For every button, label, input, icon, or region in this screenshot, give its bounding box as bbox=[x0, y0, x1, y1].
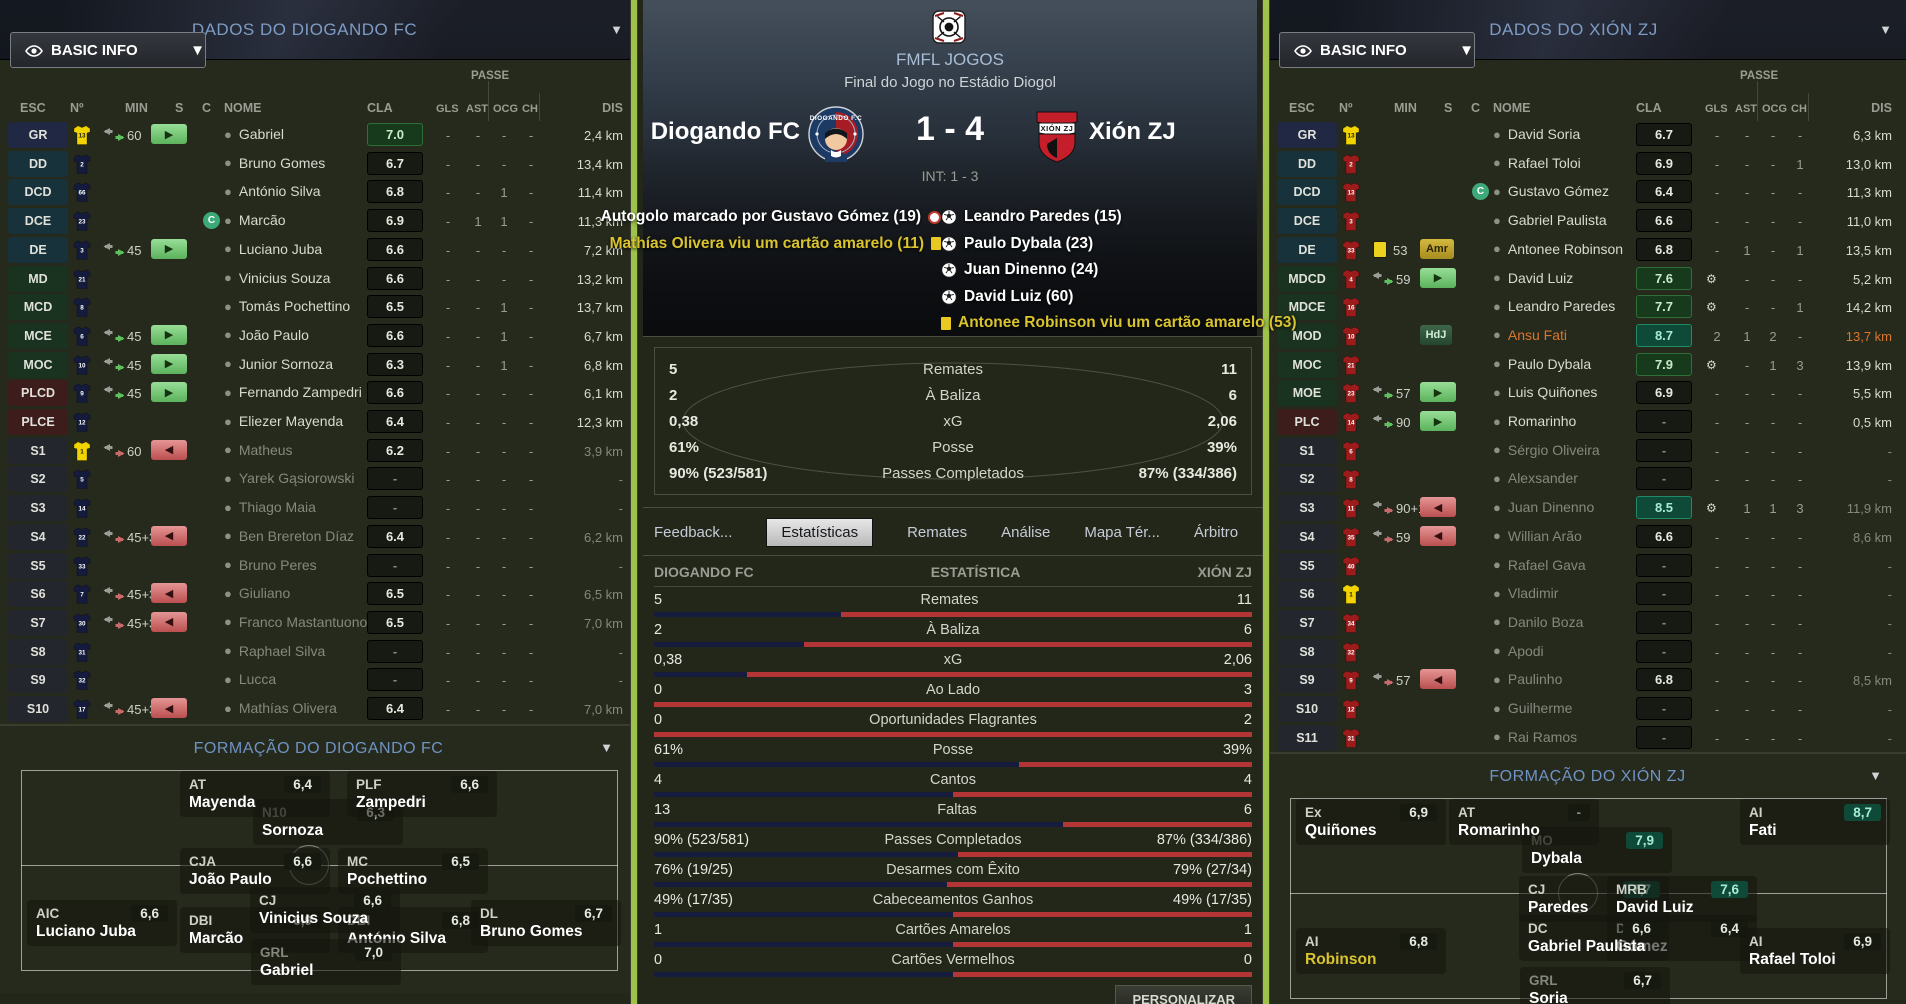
svg-text:5: 5 bbox=[80, 477, 84, 484]
svg-text:10: 10 bbox=[1347, 333, 1355, 340]
svg-text:17: 17 bbox=[78, 707, 86, 714]
svg-text:14: 14 bbox=[78, 506, 86, 513]
svg-text:4: 4 bbox=[1349, 276, 1353, 283]
svg-text:12: 12 bbox=[1347, 707, 1355, 714]
svg-text:6: 6 bbox=[1349, 448, 1353, 455]
svg-text:31: 31 bbox=[1347, 735, 1355, 742]
svg-text:3: 3 bbox=[1349, 219, 1353, 226]
svg-text:40: 40 bbox=[1347, 563, 1355, 570]
svg-text:13: 13 bbox=[1347, 190, 1355, 197]
svg-text:21: 21 bbox=[1347, 362, 1355, 369]
svg-text:31: 31 bbox=[78, 649, 86, 656]
svg-text:2: 2 bbox=[80, 161, 84, 168]
svg-text:7: 7 bbox=[80, 592, 84, 599]
svg-text:66: 66 bbox=[78, 190, 86, 197]
svg-text:11: 11 bbox=[1348, 506, 1355, 513]
svg-text:30: 30 bbox=[78, 620, 86, 627]
svg-text:8: 8 bbox=[1349, 477, 1353, 484]
svg-text:13: 13 bbox=[78, 133, 86, 140]
svg-text:9: 9 bbox=[80, 391, 84, 398]
svg-text:10: 10 bbox=[78, 362, 86, 369]
svg-text:8: 8 bbox=[80, 305, 84, 312]
svg-text:6: 6 bbox=[80, 333, 84, 340]
svg-text:22: 22 bbox=[78, 534, 86, 541]
svg-text:23: 23 bbox=[1347, 391, 1355, 398]
svg-text:16: 16 bbox=[1347, 305, 1355, 312]
svg-text:35: 35 bbox=[1347, 534, 1355, 541]
svg-text:34: 34 bbox=[1347, 620, 1355, 627]
svg-text:33: 33 bbox=[1347, 247, 1355, 254]
svg-text:9: 9 bbox=[1349, 678, 1353, 685]
svg-text:DIOGANDO F.C: DIOGANDO F.C bbox=[810, 115, 863, 122]
svg-text:2: 2 bbox=[1349, 161, 1353, 168]
svg-text:13: 13 bbox=[1347, 133, 1355, 140]
svg-text:14: 14 bbox=[1347, 420, 1355, 427]
svg-text:3: 3 bbox=[80, 247, 84, 254]
svg-text:32: 32 bbox=[1347, 649, 1355, 656]
svg-text:1: 1 bbox=[1349, 592, 1353, 599]
svg-text:23: 23 bbox=[78, 219, 86, 226]
svg-text:12: 12 bbox=[78, 420, 86, 427]
svg-text:21: 21 bbox=[78, 276, 86, 283]
svg-text:33: 33 bbox=[78, 563, 86, 570]
svg-text:XIÓN ZJ: XIÓN ZJ bbox=[1041, 124, 1074, 133]
svg-text:32: 32 bbox=[78, 678, 86, 685]
svg-text:1: 1 bbox=[80, 448, 84, 455]
